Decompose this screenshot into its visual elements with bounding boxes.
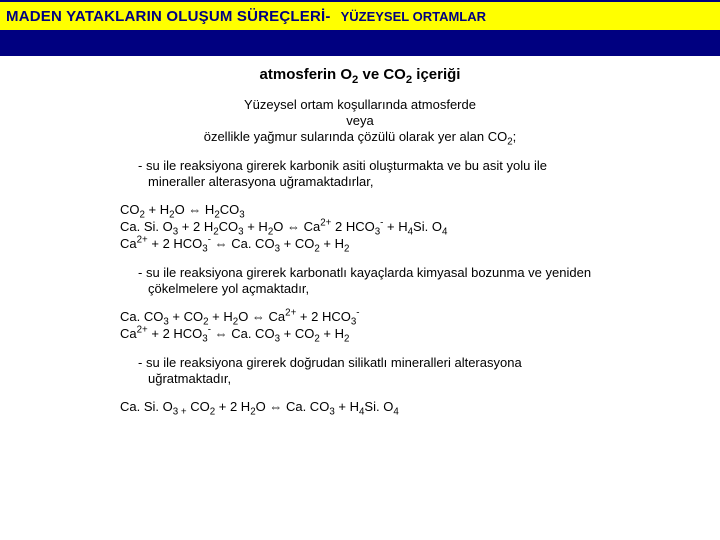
e: + H (335, 399, 359, 414)
e: O ⇔ H (175, 202, 215, 217)
e: ⇔ Ca. CO (211, 236, 275, 251)
header-sep: - (325, 8, 330, 25)
e: + H (320, 236, 344, 251)
e: O ⇔ Ca (238, 309, 285, 324)
e: 2+ (285, 308, 296, 319)
t2: ve CO (358, 66, 406, 83)
e: + H (244, 219, 268, 234)
bullet-3: - su ile reaksiyona girerek doğrudan sil… (148, 355, 600, 388)
e: + H (383, 219, 407, 234)
i1: veya (346, 113, 373, 128)
e: 2 (344, 334, 349, 345)
t4: içeriği (412, 66, 460, 83)
equation-block-3: Ca. Si. O3 + CO2 + 2 H2O ⇔ Ca. CO3 + H4S… (120, 399, 600, 416)
header-left: MADEN YATAKLARIN OLUŞUM SÜREÇLERİ (6, 8, 325, 25)
e: Ca. Si. O (120, 399, 173, 414)
e: Si. O (413, 219, 442, 234)
content: atmosferin O2 ve CO2 içeriği Yüzeysel or… (0, 56, 720, 416)
intro-para: Yüzeysel ortam koşullarında atmosferde v… (120, 97, 600, 146)
e: CO (220, 202, 240, 217)
e: CO (120, 202, 140, 217)
t0: atmosferin O (260, 66, 353, 83)
i0: Yüzeysel ortam koşullarında atmosferde (244, 97, 476, 112)
e: O ⇔ Ca. CO (256, 399, 330, 414)
e: Ca (120, 326, 137, 341)
e: + H (320, 326, 344, 341)
e: CO (219, 219, 239, 234)
i2: özellikle yağmur sularında çözülü olarak… (204, 129, 507, 144)
e: + CO (280, 236, 314, 251)
bullet-1: - su ile reaksiyona girerek karbonik asi… (148, 158, 600, 191)
i4: ; (513, 129, 517, 144)
e: + 2 H (178, 219, 213, 234)
e: 2+ (137, 325, 148, 336)
e: Ca. CO (120, 309, 163, 324)
equation-block-1: CO2 + H2O ⇔ H2CO3 Ca. Si. O3 + 2 H2CO3 +… (120, 202, 600, 253)
e: + 2 HCO (148, 326, 203, 341)
e: + 2 H (215, 399, 250, 414)
equation-block-2: Ca. CO3 + CO2 + H2O ⇔ Ca2+ + 2 HCO3- Ca2… (120, 309, 600, 343)
header-strip (0, 32, 720, 56)
e: ⇔ Ca. CO (211, 326, 275, 341)
e: 4 (442, 226, 447, 237)
e: + H (209, 309, 233, 324)
bullet-2: - su ile reaksiyona girerek karbonatlı k… (148, 265, 600, 298)
e: + 2 HCO (296, 309, 351, 324)
e: 2 (344, 243, 349, 254)
e: 4 (393, 407, 398, 418)
page-title: atmosferin O2 ve CO2 içeriği (120, 66, 600, 85)
e: 2+ (137, 234, 148, 245)
e: + H (145, 202, 169, 217)
e: 3 + (173, 407, 187, 418)
header-bar: MADEN YATAKLARIN OLUŞUM SÜREÇLERİ - YÜZE… (0, 0, 720, 32)
header-right: YÜZEYSEL ORTAMLAR (341, 9, 486, 24)
e: CO (187, 399, 210, 414)
e: + CO (169, 309, 203, 324)
e: + CO (280, 326, 314, 341)
e: + 2 HCO (148, 236, 203, 251)
e: O ⇔ Ca (273, 219, 320, 234)
e: Ca. Si. O (120, 219, 173, 234)
e: Ca (120, 236, 137, 251)
e: - (356, 308, 359, 319)
e: 2+ (320, 218, 331, 229)
e: 2 HCO (331, 219, 374, 234)
e: Si. O (364, 399, 393, 414)
